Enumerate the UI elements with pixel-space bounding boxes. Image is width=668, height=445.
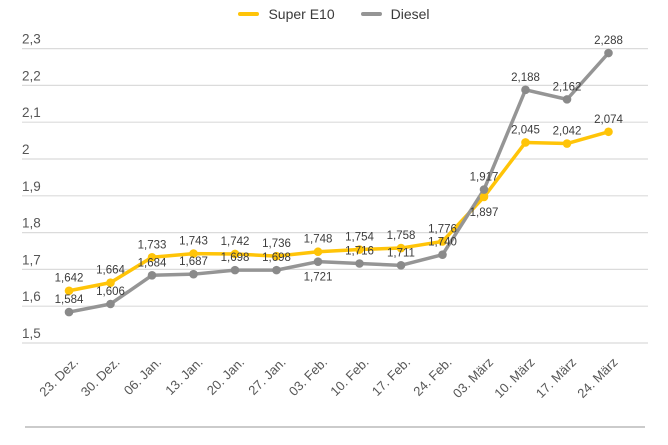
data-point [272,265,281,275]
line-chart-canvas: 1,5 1,6 1,7 1,8 1,9 2 2,1 2,2 2,3 23. Dez.30. Dez… [22,32,648,401]
legend-label-super-e10: Super E10 [268,6,335,22]
data-point-label: 2,188 [511,72,540,84]
data-point-label: 2,162 [553,81,582,93]
y-axis-tick-label: 1,9 [22,179,41,194]
y-axis-tick-label: 2,3 [22,32,41,47]
data-point-label: 1,733 [138,239,167,251]
data-point-label: 1,606 [96,286,125,298]
data-point [355,259,364,268]
x-axis-tick-label: 17. Feb. [369,355,413,399]
chart-legend: Super E10 Diesel [0,2,668,26]
data-point-label: 1,742 [221,236,250,248]
series-line-diesel [67,51,611,314]
data-point-label: 1,664 [96,265,125,277]
data-point [604,48,613,58]
data-point [272,251,281,261]
x-axis-tick-label: 03. Feb. [286,355,330,399]
series-line-super-e10 [67,130,611,293]
data-point [189,269,198,279]
legend-swatch-super-e10-icon [238,12,260,16]
data-point [147,270,157,280]
x-axis-tick-label: 20. Jan. [204,355,247,398]
x-axis-tick-label: 03. März [450,355,496,401]
data-point-label: 2,288 [594,35,623,47]
data-point-label: 2,074 [594,114,623,126]
data-point-label: 1,743 [179,236,208,248]
data-point [313,257,323,266]
data-point-label: 1,736 [262,238,291,250]
data-point [562,95,572,104]
data-point [479,185,489,194]
data-point-label: 1,721 [304,272,333,284]
data-point [479,192,489,202]
data-point-label: 1,698 [262,252,291,264]
data-point [521,138,530,147]
y-axis-tick-label: 1,6 [22,289,41,304]
x-axis-tick-label: 06. Jan. [121,355,164,398]
x-axis-tick-label: 10. März [491,355,537,401]
y-axis-tick-label: 1,5 [22,326,41,341]
x-axis-tick-label: 13. Jan. [162,355,205,398]
y-axis-tick-label: 1,7 [22,252,41,267]
data-point-label: 1,716 [345,246,374,258]
data-point [562,139,572,148]
data-point-label: 1,711 [387,247,415,259]
y-axis-tick-label: 1,8 [22,216,41,231]
data-point [230,249,240,259]
legend-swatch-diesel-icon [360,12,382,16]
data-point-label: 1,698 [221,252,250,264]
data-point [313,247,323,257]
x-axis-tick-label: 30. Dez. [78,355,123,400]
data-point [396,243,406,253]
data-point [604,127,613,137]
y-axis-tick-label: 2,1 [22,105,41,120]
data-point [438,237,447,246]
data-point [355,245,364,254]
data-point [64,307,74,317]
legend-label-diesel: Diesel [390,6,430,22]
data-point-label: 1,584 [55,294,84,306]
data-point-label: 1,687 [179,256,208,268]
data-point [521,85,530,95]
y-axis-tick-label: 2,2 [22,68,41,83]
data-point-label: 1,740 [428,237,457,249]
data-point [106,278,115,287]
data-point-label: 1,776 [428,223,457,235]
legend-item-diesel: Diesel [360,6,430,22]
data-point [147,252,157,262]
x-axis-tick-label: 24. Feb. [410,355,454,399]
y-axis-tick-label: 2 [22,142,30,157]
data-point-label: 2,042 [553,126,582,138]
data-point-label: 1,897 [470,207,499,219]
data-point [438,250,447,259]
data-point [106,299,115,309]
footer-divider [25,426,645,428]
data-point-label: 1,758 [387,230,416,242]
data-point [230,265,240,275]
data-point-label: 1,684 [138,257,167,269]
x-axis-tick-label: 23. Dez. [36,355,81,400]
data-point-label: 2,045 [511,124,540,136]
data-point-label: 1,917 [470,172,499,184]
legend-item-super-e10: Super E10 [238,6,335,22]
data-point-label: 1,642 [55,273,84,285]
data-point [396,261,406,270]
x-axis-tick-label: 27. Jan. [245,355,288,398]
x-axis-tick-label: 10. Feb. [327,355,371,399]
data-point-label: 1,754 [345,232,374,244]
data-point [189,249,198,258]
x-axis-tick-label: 24. März [574,355,620,401]
x-axis-tick-label: 17. März [533,355,579,401]
data-point-label: 1,748 [304,234,333,246]
data-point [64,286,74,296]
